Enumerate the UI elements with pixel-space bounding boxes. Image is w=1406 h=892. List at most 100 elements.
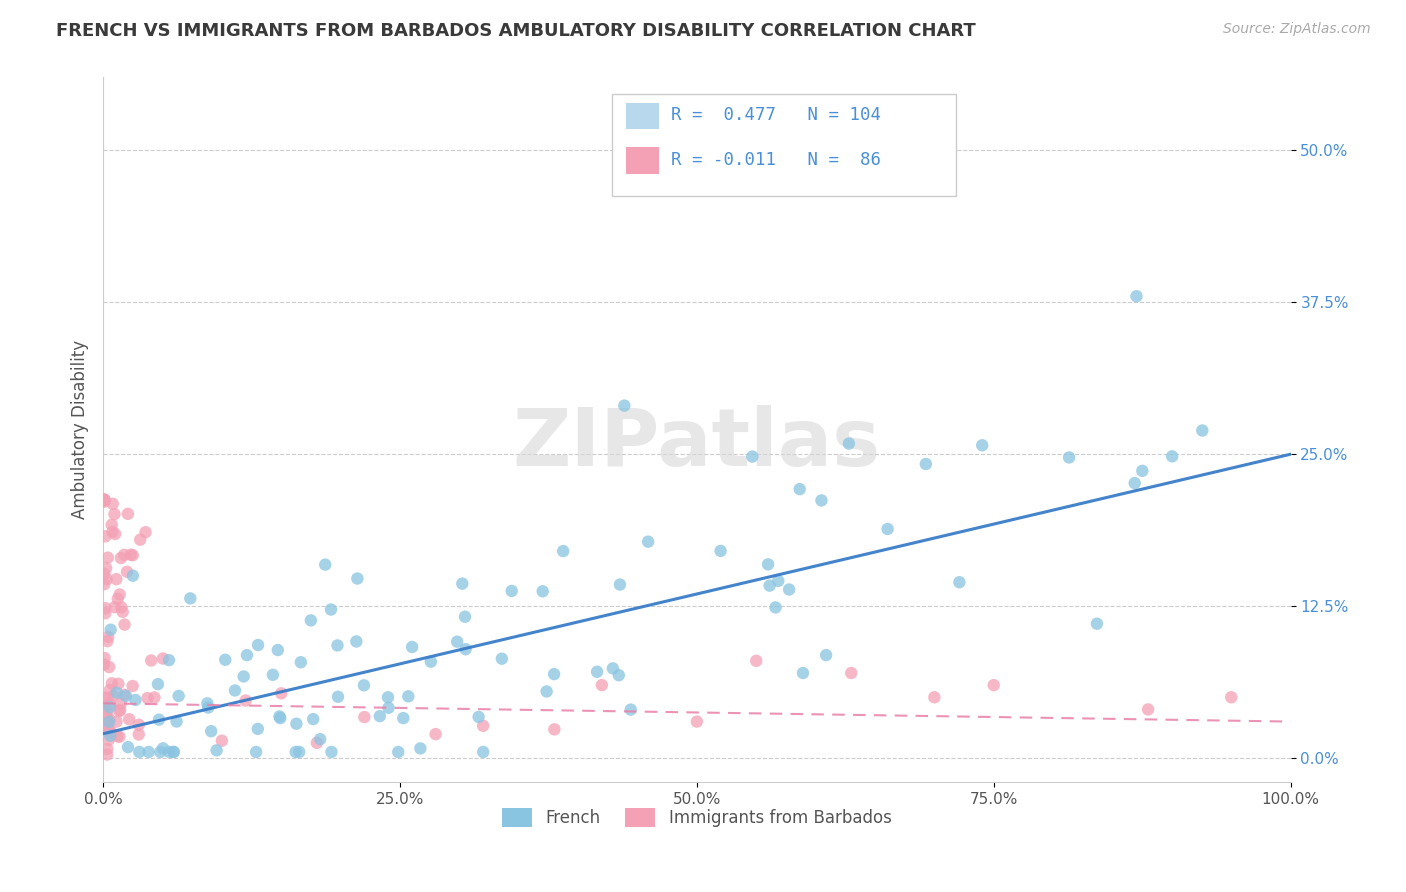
- Point: [972, 438, 994, 452]
- Point: [94, 601, 117, 615]
- Text: R =  0.477   N = 104: R = 0.477 N = 104: [671, 106, 880, 124]
- Point: [101, 676, 124, 690]
- Point: [392, 711, 415, 725]
- Point: [1123, 476, 1146, 491]
- Point: [472, 719, 495, 733]
- Point: [467, 710, 489, 724]
- Point: [531, 584, 554, 599]
- Point: [765, 600, 787, 615]
- Point: [1161, 450, 1184, 464]
- Point: [224, 683, 246, 698]
- Point: [285, 716, 308, 731]
- Point: [121, 568, 143, 582]
- Point: [100, 623, 122, 637]
- Point: [377, 700, 399, 714]
- Point: [141, 653, 163, 667]
- Text: ZIPatlas: ZIPatlas: [513, 405, 882, 483]
- Point: [152, 651, 174, 665]
- Point: [810, 493, 832, 508]
- Point: [94, 529, 117, 543]
- Point: [96, 572, 118, 586]
- Point: [401, 640, 423, 654]
- Point: [387, 745, 409, 759]
- Point: [214, 653, 236, 667]
- Point: [262, 668, 284, 682]
- Point: [100, 517, 122, 532]
- Text: R = -0.011   N =  86: R = -0.011 N = 86: [671, 151, 880, 169]
- Text: FRENCH VS IMMIGRANTS FROM BARBADOS AMBULATORY DISABILITY CORRELATION CHART: FRENCH VS IMMIGRANTS FROM BARBADOS AMBUL…: [56, 22, 976, 40]
- Point: [454, 609, 477, 624]
- Point: [314, 558, 336, 572]
- Point: [93, 492, 115, 507]
- Point: [98, 729, 121, 743]
- Point: [129, 533, 152, 547]
- Point: [124, 693, 146, 707]
- Point: [94, 561, 117, 575]
- Point: [107, 677, 129, 691]
- Point: [1137, 702, 1160, 716]
- Point: [179, 591, 201, 606]
- Point: [778, 582, 800, 597]
- Point: [103, 689, 125, 703]
- Point: [93, 690, 115, 705]
- Legend: French, Immigrants from Barbados: French, Immigrants from Barbados: [495, 801, 898, 834]
- Point: [121, 679, 143, 693]
- Point: [838, 436, 860, 450]
- Point: [128, 718, 150, 732]
- Point: [602, 661, 624, 675]
- Point: [377, 690, 399, 705]
- Point: [269, 711, 291, 725]
- Point: [756, 558, 779, 572]
- Point: [96, 634, 118, 648]
- Point: [94, 606, 117, 620]
- Point: [353, 678, 375, 692]
- Point: [117, 507, 139, 521]
- Point: [104, 527, 127, 541]
- Point: [112, 688, 135, 702]
- Point: [290, 655, 312, 669]
- Point: [284, 745, 307, 759]
- Point: [108, 730, 131, 744]
- Point: [108, 587, 131, 601]
- Point: [98, 697, 121, 711]
- Point: [152, 741, 174, 756]
- Point: [93, 657, 115, 672]
- Point: [269, 709, 291, 723]
- Point: [235, 693, 257, 707]
- Point: [914, 457, 936, 471]
- Point: [93, 566, 115, 581]
- Point: [104, 600, 127, 615]
- Point: [309, 732, 332, 747]
- Point: [246, 722, 269, 736]
- Point: [396, 690, 419, 704]
- Point: [157, 653, 180, 667]
- Point: [108, 703, 131, 717]
- Point: [454, 642, 477, 657]
- Point: [115, 565, 138, 579]
- Point: [613, 399, 636, 413]
- Point: [353, 710, 375, 724]
- Point: [245, 745, 267, 759]
- Point: [96, 723, 118, 737]
- Point: [1191, 424, 1213, 438]
- Point: [110, 697, 132, 711]
- Point: [120, 548, 142, 562]
- Point: [138, 745, 160, 759]
- Point: [288, 745, 311, 759]
- Point: [768, 574, 790, 588]
- Point: [128, 727, 150, 741]
- Point: [620, 703, 643, 717]
- Point: [745, 654, 768, 668]
- Point: [344, 634, 367, 648]
- Point: [686, 714, 709, 729]
- Point: [98, 683, 121, 698]
- Point: [97, 733, 120, 747]
- Point: [491, 651, 513, 665]
- Point: [105, 714, 128, 729]
- Point: [200, 724, 222, 739]
- Point: [839, 665, 862, 680]
- Point: [425, 727, 447, 741]
- Point: [96, 690, 118, 705]
- Point: [1125, 289, 1147, 303]
- Point: [105, 729, 128, 743]
